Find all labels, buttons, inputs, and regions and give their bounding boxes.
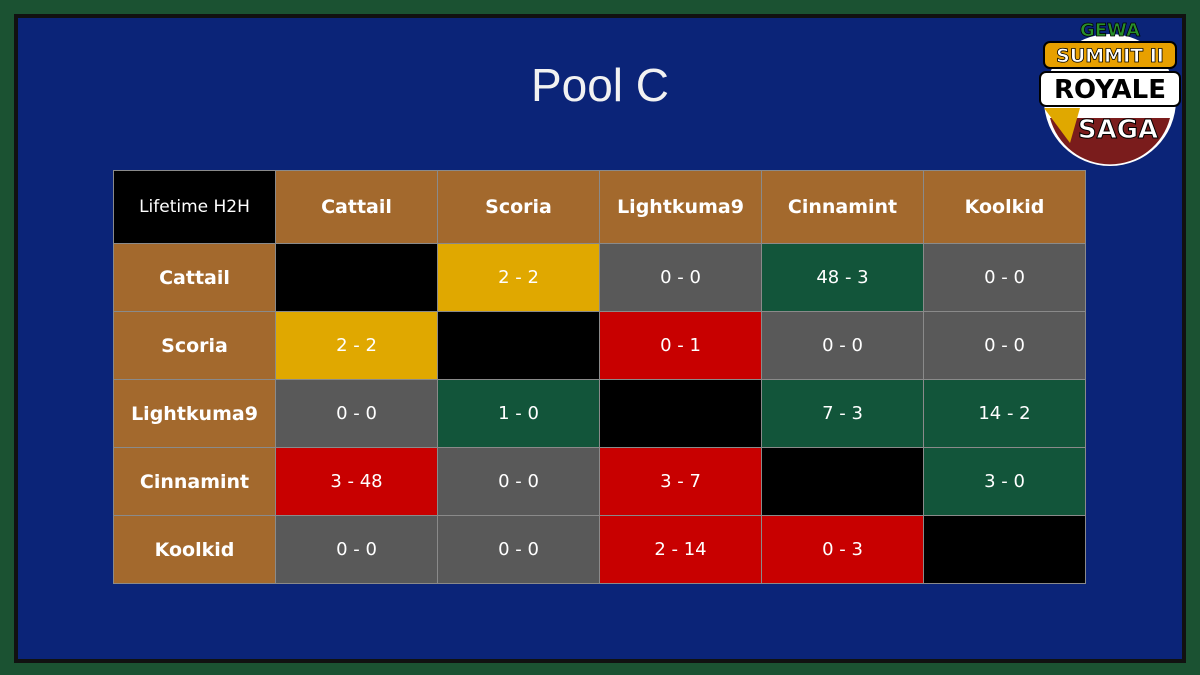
record-cell: 0 - 3 xyxy=(761,515,924,584)
logo-flag xyxy=(1044,108,1080,143)
logo-saga: SAGA xyxy=(1078,115,1158,145)
record-cell: 0 - 0 xyxy=(437,515,600,584)
record-cell: 7 - 3 xyxy=(761,379,924,448)
record-cell: 1 - 0 xyxy=(437,379,600,448)
logo-gewa: GEWA xyxy=(1080,20,1140,41)
column-header: Cattail xyxy=(275,170,438,244)
record-cell xyxy=(923,515,1086,584)
column-header: Lightkuma9 xyxy=(599,170,762,244)
logo-band xyxy=(1039,71,1181,107)
logo: GEWA SUMMIT II ROYALE SAGA xyxy=(1039,20,1181,166)
h2h-table: Lifetime H2H Cattail Scoria Lightkuma9 Cinna… xyxy=(113,170,1086,584)
record-cell: 0 - 0 xyxy=(761,311,924,380)
record-cell: 0 - 1 xyxy=(599,311,762,380)
row-header: Scoria xyxy=(113,311,276,380)
header-row: Lifetime H2H Cattail Scoria Lightkuma9 Cinna… xyxy=(113,170,1086,244)
row-header: Cattail xyxy=(113,243,276,312)
logo-bottom xyxy=(1050,118,1170,165)
record-cell: 0 - 0 xyxy=(275,379,438,448)
record-cell: 3 - 0 xyxy=(923,447,1086,516)
column-header: Koolkid xyxy=(923,170,1086,244)
column-header: Cinnamint xyxy=(761,170,924,244)
row-header: Koolkid xyxy=(113,515,276,584)
record-cell xyxy=(599,379,762,448)
record-cell: 3 - 7 xyxy=(599,447,762,516)
record-cell: 48 - 3 xyxy=(761,243,924,312)
logo-band xyxy=(1043,41,1177,69)
logo-summit: SUMMIT II xyxy=(1056,45,1164,67)
record-cell xyxy=(275,243,438,312)
record-cell xyxy=(761,447,924,516)
row-header: Cinnamint xyxy=(113,447,276,516)
column-header: Scoria xyxy=(437,170,600,244)
corner-cell: Lifetime H2H xyxy=(113,170,276,244)
record-cell: 0 - 0 xyxy=(923,311,1086,380)
record-cell: 14 - 2 xyxy=(923,379,1086,448)
record-cell: 2 - 2 xyxy=(437,243,600,312)
logo-royale: ROYALE xyxy=(1054,75,1166,105)
title: Pool C xyxy=(530,59,670,111)
record-cell: 0 - 0 xyxy=(923,243,1086,312)
row-header: Lightkuma9 xyxy=(113,379,276,448)
record-cell: 2 - 14 xyxy=(599,515,762,584)
record-cell: 0 - 0 xyxy=(437,447,600,516)
record-cell: 0 - 0 xyxy=(275,515,438,584)
record-cell: 3 - 48 xyxy=(275,447,438,516)
record-cell: 0 - 0 xyxy=(599,243,762,312)
record-cell xyxy=(437,311,600,380)
record-cell: 2 - 2 xyxy=(275,311,438,380)
